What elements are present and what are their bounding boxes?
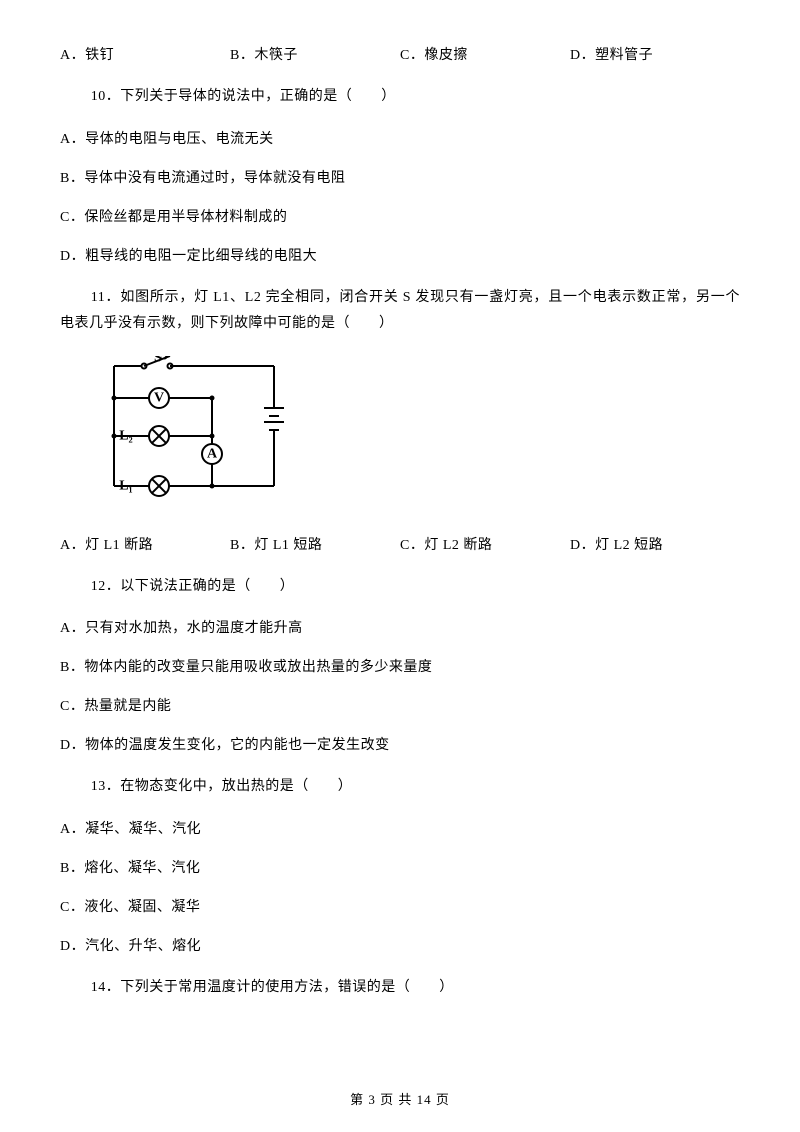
svg-text:V: V xyxy=(154,390,164,405)
page-footer: 第 3 页 共 14 页 xyxy=(0,1089,800,1108)
q13-stem: 13．在物态变化中，放出热的是（ ） xyxy=(60,774,740,801)
q10-option-c: C．保险丝都是用半导体材料制成的 xyxy=(60,207,740,228)
q9-option-a: A．铁钉 xyxy=(60,45,230,66)
q11-options: A．灯 L1 断路 B．灯 L1 短路 C．灯 L2 断路 D．灯 L2 短路 xyxy=(60,535,740,556)
q12-option-d: D．物体的温度发生变化，它的内能也一定发生改变 xyxy=(60,735,740,756)
page: A．铁钉 B．木筷子 C．橡皮擦 D．塑料管子 10．下列关于导体的说法中，正确… xyxy=(0,0,800,1132)
q13-option-c: C．液化、凝固、凝华 xyxy=(60,897,740,918)
q10-option-a: A．导体的电阻与电压、电流无关 xyxy=(60,129,740,150)
q13-option-b: B．熔化、凝华、汽化 xyxy=(60,858,740,879)
q12-option-a: A．只有对水加热，水的温度才能升高 xyxy=(60,618,740,639)
q12-stem: 12．以下说法正确的是（ ） xyxy=(60,574,740,601)
q10-stem: 10．下列关于导体的说法中，正确的是（ ） xyxy=(60,84,740,111)
q11-stem: 11．如图所示，灯 L1、L2 完全相同，闭合开关 S 发现只有一盏灯亮，且一个… xyxy=(60,285,740,338)
circuit-svg: SSVL₂AL₁ xyxy=(104,356,294,506)
q10-option-b: B．导体中没有电流通过时，导体就没有电阻 xyxy=(60,168,740,189)
q10-option-d: D．粗导线的电阻一定比细导线的电阻大 xyxy=(60,246,740,267)
q9-option-c: C．橡皮擦 xyxy=(400,45,570,66)
circuit-diagram: SSVL₂AL₁ xyxy=(104,356,740,511)
q11-option-a: A．灯 L1 断路 xyxy=(60,535,230,556)
q13-option-d: D．汽化、升华、熔化 xyxy=(60,936,740,957)
q14-stem: 14．下列关于常用温度计的使用方法，错误的是（ ） xyxy=(60,975,740,1002)
q13-option-a: A．凝华、凝华、汽化 xyxy=(60,819,740,840)
svg-text:L₂: L₂ xyxy=(119,428,133,443)
svg-text:L₁: L₁ xyxy=(119,478,133,493)
q11-option-b: B．灯 L1 短路 xyxy=(230,535,400,556)
q11-option-d: D．灯 L2 短路 xyxy=(570,535,740,556)
q9-option-d: D．塑料管子 xyxy=(570,45,740,66)
svg-text:S: S xyxy=(160,356,168,364)
q9-option-b: B．木筷子 xyxy=(230,45,400,66)
q12-option-b: B．物体内能的改变量只能用吸收或放出热量的多少来量度 xyxy=(60,657,740,678)
q11-option-c: C．灯 L2 断路 xyxy=(400,535,570,556)
svg-text:A: A xyxy=(207,446,218,461)
q9-options: A．铁钉 B．木筷子 C．橡皮擦 D．塑料管子 xyxy=(60,45,740,66)
q12-option-c: C．热量就是内能 xyxy=(60,696,740,717)
